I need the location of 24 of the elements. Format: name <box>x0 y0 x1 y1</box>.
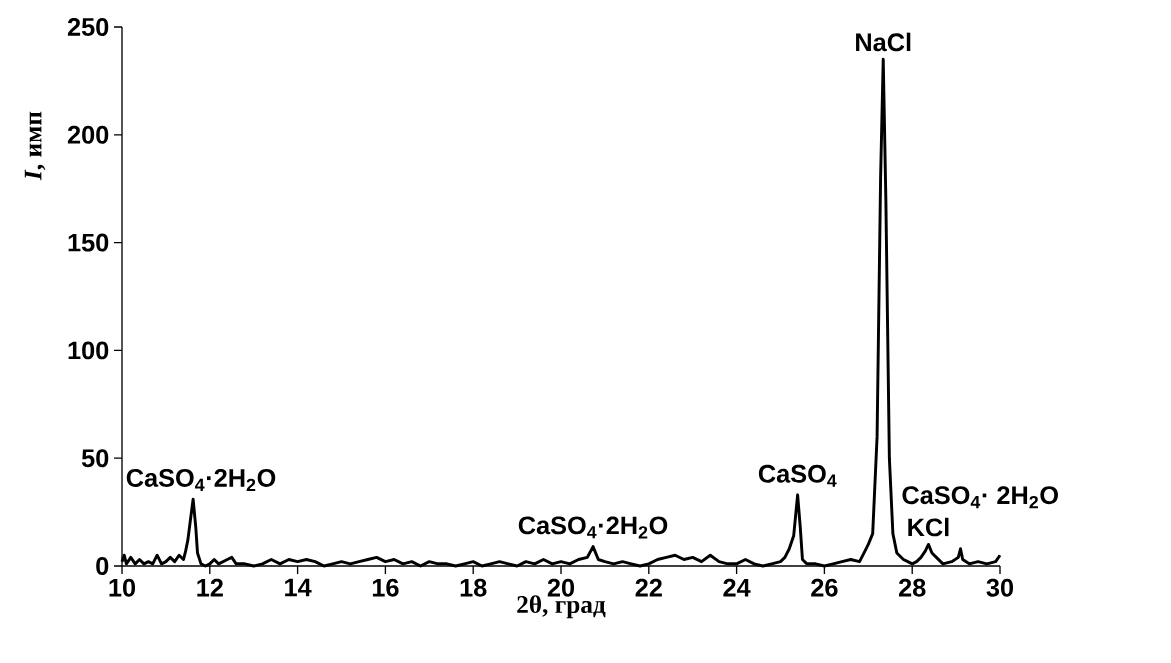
x-tick-label: 26 <box>811 578 838 597</box>
annotation: CaSO$_{4}$·2H$_{2}$O <box>518 516 668 539</box>
x-tick-label: 24 <box>723 578 751 597</box>
x-tick-label: 10 <box>109 578 136 597</box>
x-tick-label: 22 <box>635 578 662 597</box>
y-tick-label: 100 <box>68 341 109 360</box>
x-tick-label: 20 <box>547 578 575 597</box>
x-tick-label: 12 <box>197 578 223 597</box>
y-tick-label: 250 <box>67 18 109 36</box>
x-tick-label: 14 <box>285 578 312 597</box>
y-tick-label: 0 <box>96 557 109 575</box>
x-tick-label: 18 <box>460 578 487 597</box>
annotation: CaSO$_{4}$ <box>758 464 837 487</box>
y-axis-title: I, имп <box>24 111 46 181</box>
y-tick-label: 200 <box>67 125 109 144</box>
annotation: NaCl <box>856 32 911 52</box>
annotation: CaSO$_{4}$· 2H$_{2}$O <box>902 486 1058 509</box>
x-tick-label: 28 <box>898 578 926 597</box>
y-tick-label: 150 <box>68 233 109 252</box>
annotation: CaSO$_{4}$·2H$_{2}$O <box>126 468 276 492</box>
y-tick-label: 50 <box>81 449 109 468</box>
x-tick-label: 16 <box>372 578 399 597</box>
annotation: KCl <box>908 517 949 537</box>
x-tick-label: 30 <box>986 578 1014 597</box>
